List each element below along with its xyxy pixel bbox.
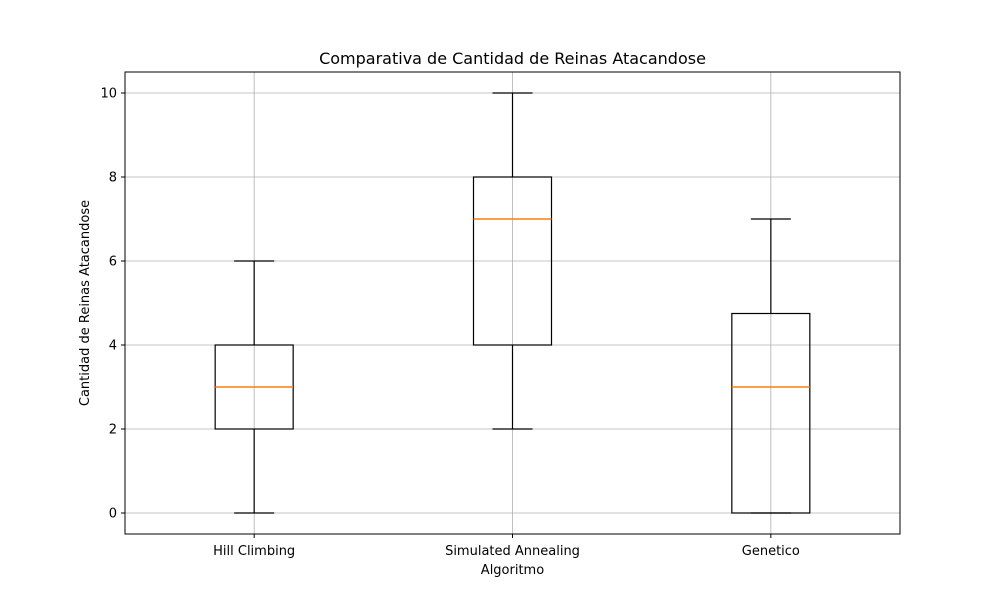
y-tick-label: 0: [109, 507, 117, 522]
box-group: [472, 92, 553, 430]
y-tick-label: 6: [109, 255, 117, 270]
box-group: [731, 218, 811, 514]
y-tick-label: 8: [109, 171, 117, 186]
iqr-box: [731, 312, 811, 514]
x-tick-label: Simulated Annealing: [445, 544, 580, 559]
x-tick-label: Genetico: [742, 544, 800, 559]
tick-layer: 0 2 4 6 8 10 Hill Climbing Simulated Annealing G…: [100, 87, 799, 560]
chart-title: Comparativa de Cantidad de Reinas Atacan…: [319, 49, 706, 68]
box-group: [214, 260, 294, 514]
x-tick-label: Hill Climbing: [213, 544, 295, 559]
y-tick-label: 2: [109, 423, 117, 438]
y-tick-label: 10: [100, 87, 117, 102]
y-axis-label: Cantidad de Reinas Atacandose: [78, 200, 93, 406]
y-tick-label: 4: [109, 339, 117, 354]
box-layer: [214, 92, 811, 514]
iqr-box: [472, 176, 553, 346]
x-axis-label: Algoritmo: [481, 563, 544, 578]
